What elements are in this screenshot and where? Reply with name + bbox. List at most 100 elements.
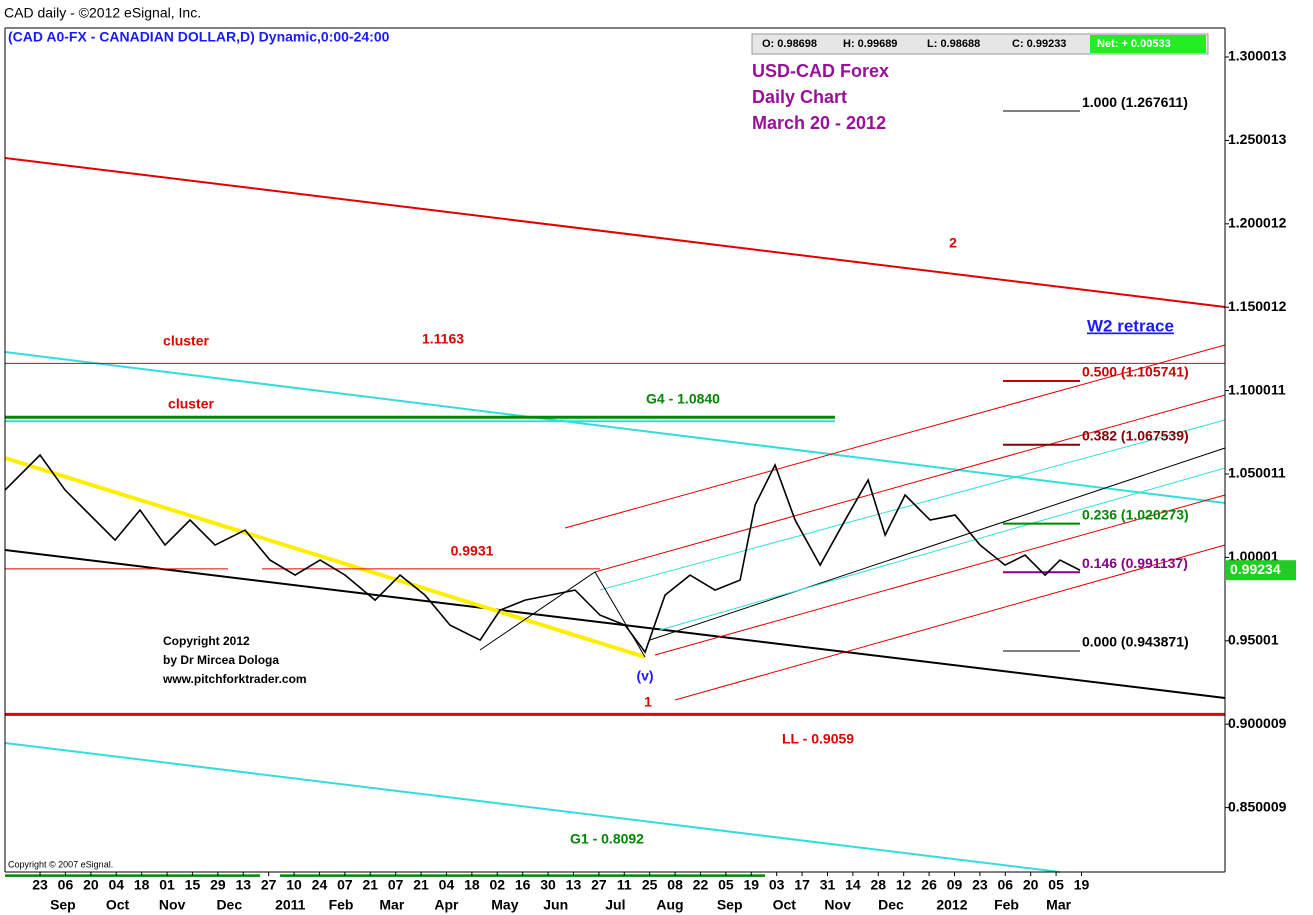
y-tick-label: 1.250013 — [1228, 131, 1287, 147]
x-tick-label: 28 — [870, 877, 886, 893]
x-tick-label: 03 — [769, 877, 785, 893]
month-label: Apr — [434, 897, 459, 913]
fib-label: 0.382 (1.067539) — [1082, 427, 1189, 443]
annotation: cluster — [163, 333, 209, 349]
x-tick-label: 23 — [32, 877, 48, 893]
x-tick-label: 05 — [718, 877, 734, 893]
month-label: May — [491, 897, 518, 913]
symbol-line: (CAD A0-FX - CANADIAN DOLLAR,D) Dynamic,… — [8, 29, 390, 45]
level-label: G4 - 1.0840 — [646, 391, 720, 407]
dynamic-layer: 1.1163 G4 - 1.0840 0.9931 LL - 0.9059 G1 - 0… — [4, 94, 1225, 877]
y-tick-label: 1.150012 — [1228, 298, 1287, 314]
trend-line — [4, 742, 1061, 873]
trend-line — [4, 351, 1226, 504]
copyright: Copyright 2012 — [163, 634, 250, 648]
y-tick-label: 0.850009 — [1228, 798, 1287, 814]
month-label: Mar — [1046, 897, 1071, 913]
month-label: 2011 — [275, 897, 306, 913]
x-tick-label: 26 — [921, 877, 937, 893]
x-tick-label: 01 — [159, 877, 175, 893]
x-tick-label: 07 — [337, 877, 353, 893]
net: Net: + 0.00533 — [1097, 38, 1171, 50]
x-tick-label: 09 — [947, 877, 963, 893]
month-label: Sep — [717, 897, 743, 913]
level-label: G1 - 0.8092 — [570, 831, 644, 847]
x-tick-label: 18 — [134, 877, 150, 893]
x-tick-label: 21 — [362, 877, 378, 893]
trend-line — [659, 467, 1226, 631]
title: USD-CAD Forex — [752, 61, 889, 81]
x-tick-label: 14 — [845, 877, 861, 893]
x-tick-label: 16 — [515, 877, 531, 893]
trend-line — [649, 447, 1226, 641]
x-tick-label: 05 — [1048, 877, 1064, 893]
x-tick-label: 10 — [286, 877, 302, 893]
copyright: by Dr Mircea Dologa — [163, 653, 279, 667]
x-tick-label: 13 — [235, 877, 251, 893]
month-label: Dec — [216, 897, 242, 913]
trend-line — [4, 549, 1226, 699]
y-tick-label: 0.900009 — [1228, 715, 1287, 731]
trend-lines — [4, 157, 1226, 873]
month-label: Jun — [543, 897, 568, 913]
y-tick-label: 1.200012 — [1228, 215, 1287, 231]
x-tick-label: 02 — [489, 877, 505, 893]
fib-label: 1.000 (1.267611) — [1082, 94, 1188, 110]
x-tick-label: 08 — [667, 877, 683, 893]
month-label: Nov — [824, 897, 851, 913]
level-label: 0.9931 — [451, 543, 494, 559]
month-label: Nov — [159, 897, 186, 913]
month-label: Feb — [994, 897, 1019, 913]
month-label: Sep — [50, 897, 76, 913]
x-tick-label: 29 — [210, 877, 226, 893]
trend-line — [654, 494, 1226, 656]
fib-label: 0.146 (0.991137) — [1082, 555, 1188, 571]
price-line — [4, 453, 1081, 654]
ohlc: C: 0.99233 — [1012, 38, 1066, 50]
annotation: cluster — [168, 396, 214, 412]
ohlc: O: 0.98698 — [762, 38, 817, 50]
x-tick-label: 20 — [1023, 877, 1039, 893]
y-tick-label: 1.100011 — [1228, 381, 1286, 397]
trend-line — [4, 456, 646, 659]
x-tick-label: 06 — [997, 877, 1013, 893]
x-tick-label: 24 — [312, 877, 328, 893]
x-tick-label: 20 — [83, 877, 99, 893]
last-price-label: 0.99234 — [1230, 561, 1281, 577]
x-tick-label: 21 — [413, 877, 429, 893]
annotation: 2 — [949, 235, 957, 251]
trend-line — [674, 544, 1226, 701]
last-price-box — [1226, 560, 1296, 581]
x-tick-label: 19 — [743, 877, 759, 893]
annotation: (v) — [636, 668, 653, 684]
x-tick-label: 30 — [540, 877, 556, 893]
x-tick-label: 27 — [591, 877, 607, 893]
x-tick-label: 04 — [108, 877, 124, 893]
fib-label: 0.236 (1.020273) — [1082, 506, 1189, 522]
trend-line — [594, 394, 1226, 573]
x-tick-label: 13 — [566, 877, 582, 893]
x-tick-label: 07 — [388, 877, 404, 893]
trend-line — [599, 419, 1226, 591]
x-tick-label: 27 — [261, 877, 277, 893]
fib-label: 0.500 (1.105741) — [1082, 364, 1189, 380]
x-tick-label: 23 — [972, 877, 988, 893]
x-tick-label: 17 — [794, 877, 810, 893]
ohlc: L: 0.98688 — [927, 38, 980, 50]
annotation: 1 — [644, 694, 652, 710]
x-tick-label: 06 — [58, 877, 74, 893]
trend-line — [4, 157, 1226, 308]
y-tick-label: 0.95001 — [1228, 632, 1279, 648]
x-tick-label: 31 — [820, 877, 836, 893]
header: CAD daily - ©2012 eSignal, Inc. — [4, 5, 201, 21]
x-tick-label: 15 — [185, 877, 201, 893]
x-tick-label: 25 — [642, 877, 658, 893]
month-label: Dec — [878, 897, 904, 913]
y-tick-label: 1.300013 — [1228, 48, 1287, 64]
y-tick-label: 1.00001 — [1228, 548, 1279, 564]
month-label: Mar — [379, 897, 404, 913]
title: Daily Chart — [752, 87, 847, 107]
trend-line — [564, 344, 1226, 529]
